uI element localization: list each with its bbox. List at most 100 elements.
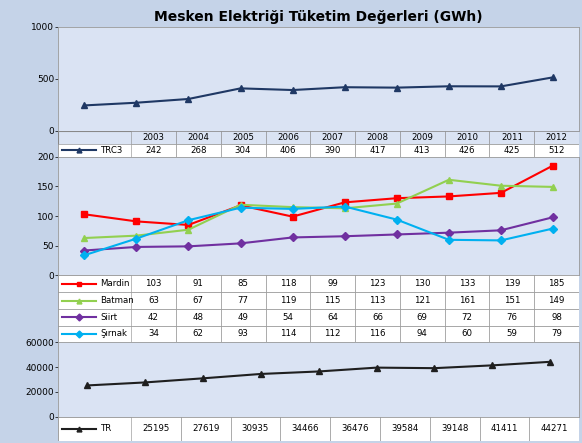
Text: 49: 49 <box>237 313 249 322</box>
FancyBboxPatch shape <box>131 309 176 326</box>
FancyBboxPatch shape <box>221 276 265 292</box>
Text: 69: 69 <box>417 313 428 322</box>
Text: 425: 425 <box>503 146 520 155</box>
Text: 91: 91 <box>193 280 204 288</box>
Text: 27619: 27619 <box>192 424 219 433</box>
FancyBboxPatch shape <box>58 276 579 292</box>
FancyBboxPatch shape <box>221 144 265 156</box>
Text: 30935: 30935 <box>242 424 269 433</box>
Text: 149: 149 <box>548 296 565 305</box>
Text: 512: 512 <box>548 146 565 155</box>
Text: 39148: 39148 <box>441 424 469 433</box>
Text: 161: 161 <box>459 296 475 305</box>
FancyBboxPatch shape <box>400 309 445 326</box>
Text: 76: 76 <box>506 313 517 322</box>
FancyBboxPatch shape <box>380 416 430 441</box>
FancyBboxPatch shape <box>131 326 176 342</box>
Text: 2010: 2010 <box>456 132 478 142</box>
FancyBboxPatch shape <box>265 326 310 342</box>
Text: 2003: 2003 <box>143 132 165 142</box>
Text: 118: 118 <box>280 280 296 288</box>
FancyBboxPatch shape <box>355 144 400 156</box>
FancyBboxPatch shape <box>181 416 230 441</box>
Text: 2004: 2004 <box>187 132 210 142</box>
FancyBboxPatch shape <box>176 326 221 342</box>
FancyBboxPatch shape <box>489 326 534 342</box>
FancyBboxPatch shape <box>400 144 445 156</box>
FancyBboxPatch shape <box>176 131 221 144</box>
FancyBboxPatch shape <box>310 326 355 342</box>
Text: 25195: 25195 <box>143 424 170 433</box>
Text: 115: 115 <box>324 296 341 305</box>
FancyBboxPatch shape <box>534 276 579 292</box>
Text: 54: 54 <box>282 313 293 322</box>
FancyBboxPatch shape <box>310 144 355 156</box>
FancyBboxPatch shape <box>489 131 534 144</box>
Text: TRC3: TRC3 <box>101 146 123 155</box>
Text: 103: 103 <box>146 280 162 288</box>
Text: 66: 66 <box>372 313 383 322</box>
FancyBboxPatch shape <box>400 292 445 309</box>
FancyBboxPatch shape <box>265 131 310 144</box>
FancyBboxPatch shape <box>221 131 265 144</box>
Text: 2007: 2007 <box>322 132 344 142</box>
Text: 67: 67 <box>193 296 204 305</box>
Text: 63: 63 <box>148 296 159 305</box>
FancyBboxPatch shape <box>221 292 265 309</box>
FancyBboxPatch shape <box>58 276 579 342</box>
FancyBboxPatch shape <box>265 292 310 309</box>
FancyBboxPatch shape <box>281 416 330 441</box>
FancyBboxPatch shape <box>58 144 579 156</box>
Text: Siirt: Siirt <box>101 313 118 322</box>
Text: 268: 268 <box>190 146 207 155</box>
Text: 77: 77 <box>237 296 249 305</box>
FancyBboxPatch shape <box>355 292 400 309</box>
Text: 60: 60 <box>462 330 473 338</box>
FancyBboxPatch shape <box>489 276 534 292</box>
FancyBboxPatch shape <box>58 416 579 441</box>
FancyBboxPatch shape <box>445 309 489 326</box>
Text: 85: 85 <box>237 280 249 288</box>
FancyBboxPatch shape <box>489 292 534 309</box>
Text: TR: TR <box>101 424 112 433</box>
FancyBboxPatch shape <box>400 276 445 292</box>
Text: 2009: 2009 <box>411 132 433 142</box>
Text: 34466: 34466 <box>292 424 319 433</box>
FancyBboxPatch shape <box>58 416 579 441</box>
Text: 99: 99 <box>327 280 338 288</box>
FancyBboxPatch shape <box>176 292 221 309</box>
FancyBboxPatch shape <box>445 144 489 156</box>
Text: 185: 185 <box>548 280 565 288</box>
FancyBboxPatch shape <box>310 131 355 144</box>
FancyBboxPatch shape <box>310 276 355 292</box>
FancyBboxPatch shape <box>355 276 400 292</box>
FancyBboxPatch shape <box>534 309 579 326</box>
Text: 2012: 2012 <box>546 132 567 142</box>
FancyBboxPatch shape <box>58 292 579 309</box>
FancyBboxPatch shape <box>131 144 176 156</box>
Text: 2006: 2006 <box>277 132 299 142</box>
FancyBboxPatch shape <box>265 309 310 326</box>
Text: Batman: Batman <box>101 296 134 305</box>
Text: 426: 426 <box>459 146 475 155</box>
Text: Şırnak: Şırnak <box>101 330 127 338</box>
FancyBboxPatch shape <box>176 309 221 326</box>
Text: 59: 59 <box>506 330 517 338</box>
FancyBboxPatch shape <box>131 131 176 144</box>
Text: 44271: 44271 <box>541 424 568 433</box>
FancyBboxPatch shape <box>176 276 221 292</box>
FancyBboxPatch shape <box>445 326 489 342</box>
Text: 413: 413 <box>414 146 431 155</box>
FancyBboxPatch shape <box>310 309 355 326</box>
Text: Mardin: Mardin <box>101 280 130 288</box>
FancyBboxPatch shape <box>534 326 579 342</box>
FancyBboxPatch shape <box>400 326 445 342</box>
FancyBboxPatch shape <box>480 416 529 441</box>
Text: 62: 62 <box>193 330 204 338</box>
FancyBboxPatch shape <box>265 144 310 156</box>
FancyBboxPatch shape <box>58 131 579 156</box>
FancyBboxPatch shape <box>176 144 221 156</box>
FancyBboxPatch shape <box>355 326 400 342</box>
FancyBboxPatch shape <box>400 131 445 144</box>
FancyBboxPatch shape <box>58 326 579 342</box>
